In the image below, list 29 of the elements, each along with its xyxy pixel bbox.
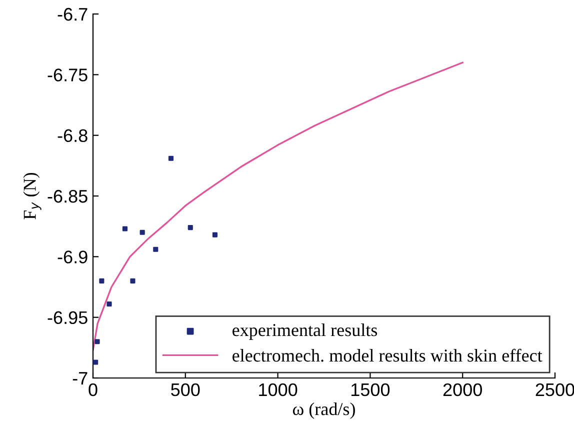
point [168,156,174,161]
x-tick-label: 1000 [259,383,298,396]
y-tick-label: -6.9 [58,250,88,264]
point [106,301,112,307]
y-tick-label: -6.95 [48,311,88,324]
point [188,225,193,230]
x-tick-label: 0 [88,383,98,396]
point [94,339,100,344]
point [93,360,98,365]
x-axis-title: ω (rad/s) [292,402,355,419]
point [122,226,128,232]
legend-label: electromech. model results with skin effect [232,348,542,362]
x-tick-label: 2500 [536,383,574,396]
point [153,246,158,252]
line-series [93,62,464,351]
point [99,278,104,284]
point [212,232,218,238]
x-tick-label: 500 [171,383,200,396]
legend-label: experimental results [232,323,378,340]
x-tick-label: 2000 [443,383,482,396]
point [130,278,136,284]
x-tick-label: 1500 [351,383,390,396]
y-tick-label: -6.8 [58,129,88,142]
y-tick-label: -6.75 [48,68,88,82]
y-axis-title: F$_{y}$ (N) [23,172,42,220]
point [140,230,145,235]
y-tick-label: -6.85 [48,190,88,203]
y-tick-label: -6.7 [58,8,88,21]
y-tick-label: -7 [72,372,88,385]
